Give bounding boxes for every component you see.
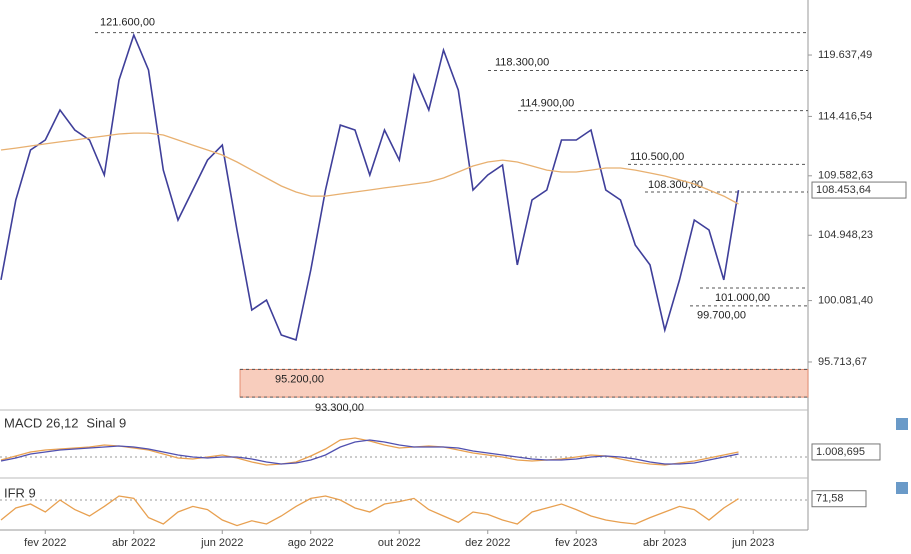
level-label: 108.300,00 xyxy=(648,179,703,191)
y-tick-label: 100.081,40 xyxy=(818,294,873,306)
x-tick-label: fev 2022 xyxy=(24,537,66,549)
level-label: 93.300,00 xyxy=(315,402,364,414)
y-tick-label: 104.948,23 xyxy=(818,229,873,241)
value-box-label: 1.008,695 xyxy=(816,446,865,458)
support-zone xyxy=(239,368,809,398)
series-line xyxy=(0,495,739,527)
y-tick-label: 95.713,67 xyxy=(818,356,867,368)
y-tick-label: 114.416,54 xyxy=(818,110,872,122)
x-tick-label: out 2022 xyxy=(378,537,421,549)
legend-label: Sinal 9 xyxy=(86,415,126,430)
level-label: 110.500,00 xyxy=(630,151,684,163)
y-tick-label: 119.637,49 xyxy=(818,49,872,61)
series-line xyxy=(0,32,740,341)
value-box-label: 108.453,64 xyxy=(816,184,871,196)
x-tick-label: dez 2022 xyxy=(465,537,510,549)
x-tick-label: abr 2022 xyxy=(112,537,155,549)
value-box xyxy=(811,443,881,461)
level-label: 118.300,00 xyxy=(495,56,549,68)
x-tick-label: abr 2023 xyxy=(643,537,686,549)
series-line xyxy=(0,439,739,465)
x-tick-label: jun 2023 xyxy=(731,537,774,549)
series-line xyxy=(0,437,739,466)
x-tick-label: jun 2022 xyxy=(200,537,243,549)
level-label: 114.900,00 xyxy=(520,98,574,110)
x-tick-label: ago 2022 xyxy=(288,537,334,549)
level-label: 121.600,00 xyxy=(100,17,155,29)
legend-label: MACD 26,12 xyxy=(4,415,78,430)
legend-label: IFR 9 xyxy=(4,485,36,500)
value-box xyxy=(811,181,907,199)
series-line xyxy=(0,132,739,205)
panel-icon xyxy=(896,418,908,430)
level-label: 101.000,00 xyxy=(715,292,770,304)
level-label: 99.700,00 xyxy=(697,310,746,322)
level-label: 95.200,00 xyxy=(275,373,324,385)
value-box-label: 71,58 xyxy=(816,493,844,505)
panel-icon xyxy=(896,482,908,494)
y-tick-label: 109.582,63 xyxy=(818,170,873,182)
value-box xyxy=(811,490,867,508)
x-tick-label: fev 2023 xyxy=(555,537,597,549)
